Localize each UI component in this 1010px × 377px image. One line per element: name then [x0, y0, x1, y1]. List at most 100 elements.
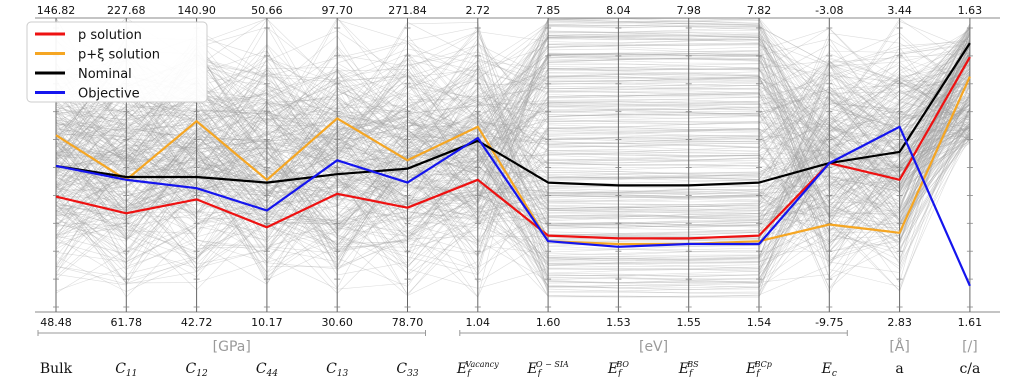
background-sample-line — [55, 43, 971, 269]
background-sample-line — [55, 43, 971, 277]
background-sample-line — [55, 33, 971, 163]
background-sample-line — [55, 92, 970, 207]
background-sample-line — [55, 82, 971, 292]
axis-top-value: 140.90 — [177, 4, 216, 17]
axis-top-value: 2.72 — [466, 4, 491, 17]
background-sample-line — [55, 60, 971, 183]
background-sample-line — [55, 57, 971, 214]
background-sample-line — [55, 105, 971, 225]
axis-top-value: 227.68 — [107, 4, 146, 17]
background-sample-line — [55, 109, 971, 243]
background-sample-line — [55, 32, 971, 203]
background-sample-line — [55, 100, 971, 224]
background-sample-line — [55, 68, 971, 243]
background-sample-line — [55, 51, 970, 228]
axis-bottom-value: 10.17 — [251, 316, 283, 329]
unit-groups: [GPa] [eV] [Å] [/] — [37, 330, 978, 355]
background-sample-line — [55, 56, 971, 203]
series-lines — [55, 42, 971, 287]
background-sample-line — [55, 29, 971, 262]
background-sample-line — [55, 38, 971, 197]
background-sample-line — [55, 41, 970, 144]
background-sample-line — [55, 73, 971, 163]
axis-top-value: 3.44 — [887, 4, 912, 17]
background-sample-line — [55, 19, 971, 196]
axis-name-label: Ec — [821, 361, 837, 377]
axis-names: Bulk C11 C12 C44 C13 C33 EfVacancy EfO − SIA EfB… — [40, 360, 980, 377]
background-sample-line — [55, 58, 971, 234]
background-sample-line — [55, 23, 971, 157]
background-sample-line — [55, 22, 970, 162]
background-sample-line — [55, 30, 971, 202]
background-sample-line — [55, 91, 971, 211]
background-sample-line — [55, 37, 971, 206]
background-sample-line — [55, 56, 971, 188]
background-sample-line — [55, 113, 971, 281]
background-sample-line — [55, 118, 971, 255]
background-sample-line — [55, 88, 970, 236]
legend-label: p solution — [78, 28, 142, 43]
background-sample-line — [55, 20, 971, 224]
background-samples — [55, 17, 971, 298]
axis-bottom-value: 1.55 — [676, 316, 701, 329]
background-sample-line — [55, 29, 971, 221]
background-sample-line — [55, 40, 971, 145]
axis-bottom-value: 2.83 — [887, 316, 912, 329]
background-sample-line — [55, 64, 971, 202]
background-sample-line — [55, 37, 971, 172]
background-sample-line — [55, 43, 970, 188]
legend-box — [26, 21, 208, 103]
background-sample-line — [55, 32, 971, 283]
background-sample-line — [55, 67, 971, 251]
axis-bottom-value: 78.70 — [392, 316, 424, 329]
background-sample-line — [55, 89, 971, 198]
background-sample-line — [55, 50, 971, 172]
background-sample-line — [55, 115, 970, 249]
background-sample-line — [55, 35, 971, 137]
background-sample-line — [55, 79, 970, 206]
background-sample-line — [55, 32, 971, 296]
background-sample-line — [55, 91, 971, 197]
background-sample-line — [55, 127, 971, 289]
background-sample-line — [55, 49, 971, 222]
axis-bottom-value: 1.04 — [466, 316, 491, 329]
background-sample-line — [55, 82, 971, 225]
background-sample-line — [55, 122, 971, 292]
background-sample-line — [55, 55, 971, 268]
background-sample-line — [55, 50, 971, 188]
background-sample-line — [55, 63, 971, 276]
background-sample-line — [55, 17, 971, 270]
background-sample-line — [55, 113, 971, 298]
background-sample-line — [55, 44, 971, 272]
background-sample-line — [55, 18, 971, 253]
background-sample-line — [55, 101, 971, 221]
background-sample-line — [55, 137, 971, 285]
axis-bottom-value: 1.53 — [606, 316, 631, 329]
axis-name-label: EfBO — [607, 360, 630, 377]
axis-top-value: 146.82 — [37, 4, 76, 17]
background-sample-line — [55, 109, 971, 255]
background-sample-line — [55, 17, 970, 166]
axis-bottom-value: 61.78 — [111, 316, 143, 329]
background-sample-line — [55, 80, 971, 281]
background-sample-line — [55, 20, 971, 159]
background-sample-line — [55, 118, 971, 292]
background-sample-line — [55, 26, 970, 277]
unit-label: [eV] — [639, 339, 668, 355]
background-sample-line — [55, 128, 971, 295]
background-sample-line — [55, 45, 971, 250]
background-sample-line — [55, 74, 971, 235]
background-sample-line — [55, 91, 971, 298]
background-sample-line — [55, 22, 971, 179]
background-sample-line — [55, 35, 971, 235]
background-sample-line — [55, 44, 971, 267]
background-sample-line — [55, 34, 970, 132]
background-sample-line — [55, 54, 971, 194]
background-sample-line — [55, 50, 971, 268]
axis-top-value: 7.85 — [536, 4, 561, 17]
series-line — [55, 42, 971, 187]
background-sample-line — [55, 35, 971, 274]
background-sample-line — [55, 64, 971, 145]
axis-top-value: -3.08 — [815, 4, 843, 17]
background-sample-line — [55, 75, 971, 262]
